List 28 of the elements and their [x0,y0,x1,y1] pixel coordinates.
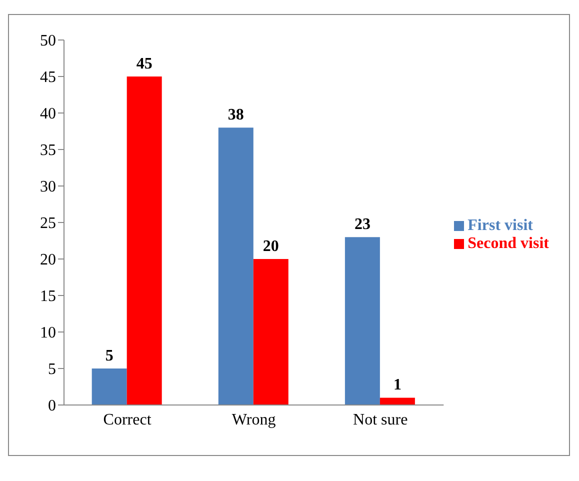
data-label: 5 [105,348,114,364]
y-tick-label: 30 [40,178,56,196]
bar [344,237,380,405]
x-tick-label: Correct [103,411,152,428]
y-tick-label: 20 [40,252,56,269]
x-tick-label: Not sure [353,411,408,428]
bar [126,76,162,405]
data-label: 38 [228,106,244,124]
legend-label: Second visit [468,235,549,252]
y-tick-label: 40 [40,106,56,123]
y-tick-label: 0 [48,398,56,415]
y-tick-label: 10 [40,324,56,342]
x-tick-label: Wrong [232,411,276,428]
bar [380,398,415,405]
legend-label: First visit [468,217,533,234]
y-tick-label: 35 [40,142,56,160]
y-tick-label: 15 [40,288,56,306]
y-tick-label: 50 [40,32,56,50]
data-label: 20 [262,238,279,255]
y-tick-label: 5 [48,361,56,378]
bar [253,259,288,405]
bar [92,368,127,405]
data-label: 1 [393,376,402,394]
data-label: 45 [136,56,152,72]
y-tick-label: 25 [40,215,56,232]
bar [218,128,254,405]
data-label: 23 [354,216,370,234]
y-tick-label: 45 [40,69,56,86]
